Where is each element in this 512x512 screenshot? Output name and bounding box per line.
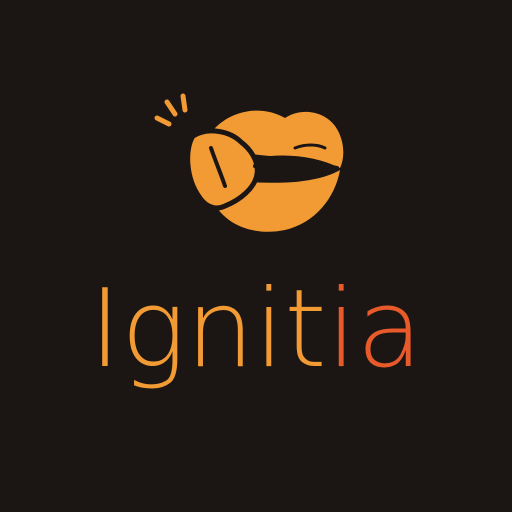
brand-wordmark: Ignitia	[0, 270, 512, 390]
lips-icon	[154, 93, 344, 232]
brand-name-accent: ia	[326, 267, 423, 392]
brand-name-primary: Ignit	[89, 267, 327, 392]
burst-marks-icon	[154, 93, 188, 127]
